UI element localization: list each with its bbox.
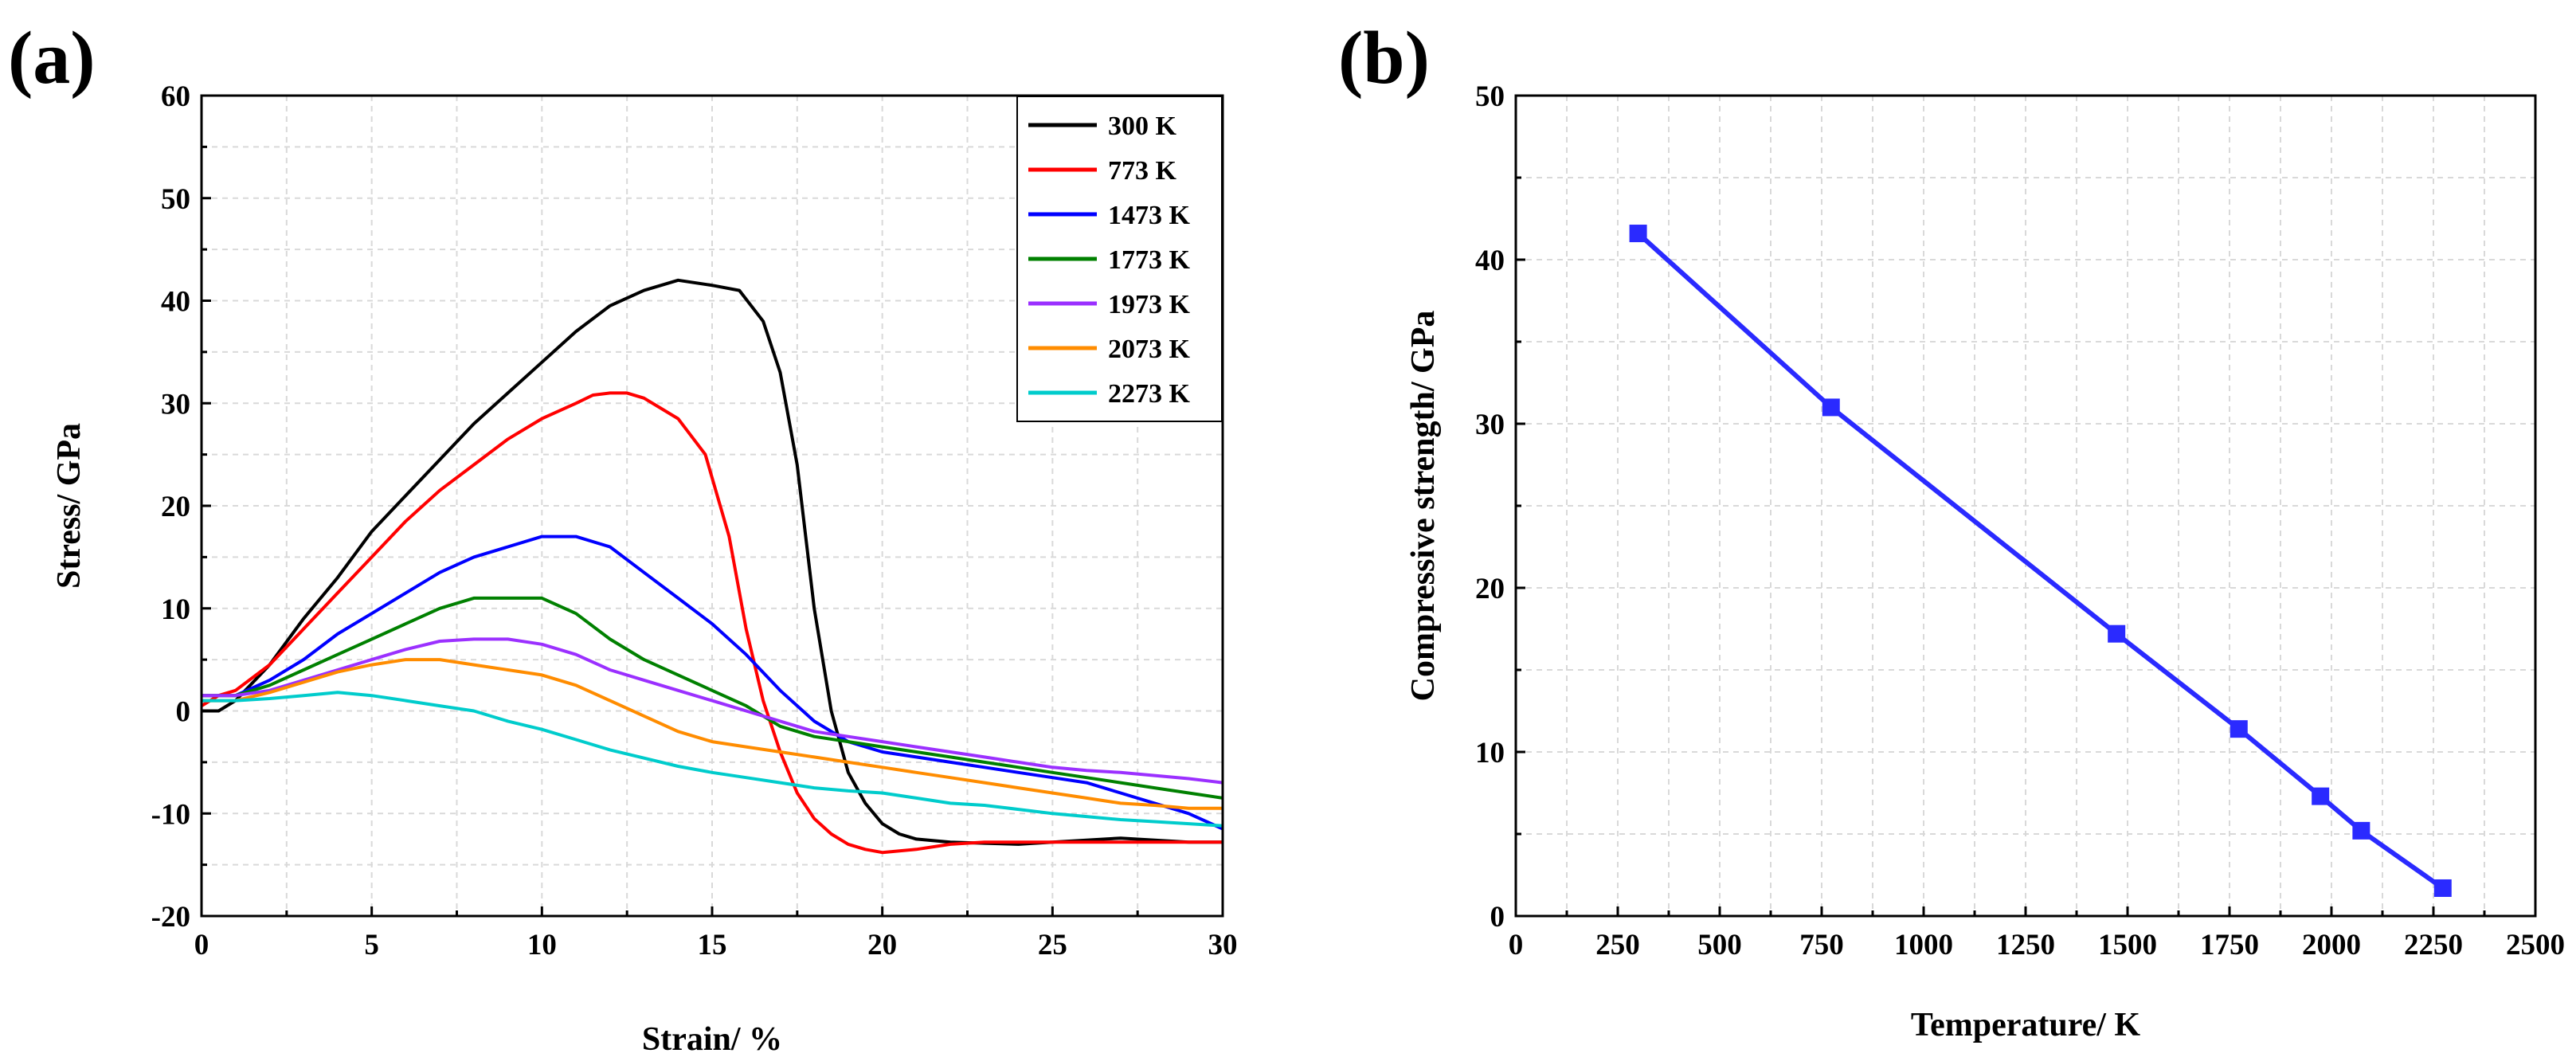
y-tick-label: 60: [161, 80, 190, 113]
x-tick-label: 10: [527, 929, 557, 961]
data-point: [2312, 787, 2330, 805]
y-tick-label: 40: [1475, 245, 1505, 277]
x-tick-label: 750: [1799, 929, 1844, 961]
series-line-773-k: [200, 391, 1223, 855]
y-tick-label: 30: [1475, 409, 1505, 441]
legend-label: 2073 K: [1108, 335, 1191, 364]
tick-labels-b: 0 250 500 750 1000 1250 1500 1750 2000 2250 2500 0 1…: [1475, 80, 2565, 961]
data-point: [1629, 225, 1647, 243]
x-tick-label: 250: [1595, 929, 1640, 961]
x-tick-label: 15: [698, 929, 727, 961]
data-point: [2352, 821, 2370, 840]
x-tick-label: 500: [1697, 929, 1742, 961]
x-tick-label: 20: [867, 929, 897, 961]
x-tick-label: 5: [364, 929, 379, 961]
y-tick-label: 40: [161, 286, 190, 319]
y-tick-label: 20: [1475, 573, 1505, 605]
x-tick-label: 25: [1038, 929, 1067, 961]
tick-labels-a: 0 5 10 15 20 25 30 -20 -10 0 10 20 30 40 50 60: [151, 80, 1238, 961]
x-tick-label: 30: [1208, 929, 1238, 961]
data-point: [2230, 720, 2248, 738]
legend-label: 1973 K: [1108, 290, 1191, 319]
y-tick-label: 30: [161, 388, 190, 421]
y-tick-label: 10: [1475, 737, 1505, 769]
y-tick-label: 50: [1475, 80, 1505, 113]
series-lines-b: [1629, 225, 2452, 897]
data-point: [2433, 879, 2452, 897]
legend-label: 300 K: [1108, 112, 1177, 141]
data-point: [1822, 398, 1840, 417]
x-tick-label: 1500: [2098, 929, 2157, 961]
x-tick-label: 2250: [2404, 929, 2463, 961]
series-line-300-k: [202, 278, 1223, 846]
y-axis-title-b: Compressive strength/ GPa: [1405, 311, 1442, 702]
panel-label-a: (a): [8, 17, 96, 100]
legend-label: 1773 K: [1108, 245, 1191, 275]
legend-label: 1473 K: [1108, 201, 1191, 230]
x-axis-title-a: Strain/ %: [642, 1021, 782, 1058]
data-point: [2108, 624, 2126, 643]
series-line-1773-k: [202, 596, 1223, 800]
x-tick-label: 2000: [2302, 929, 2361, 961]
series-line-2073-k: [202, 658, 1223, 810]
x-axis-title-b: Temperature/ K: [1911, 1007, 2140, 1043]
x-tick-label: 1750: [2200, 929, 2259, 961]
x-tick-label: 2500: [2506, 929, 2565, 961]
y-axis-title-a: Stress/ GPa: [51, 423, 88, 589]
y-tick-label: 10: [161, 593, 190, 626]
x-tick-label: 0: [194, 929, 209, 961]
legend-label: 773 K: [1108, 156, 1177, 186]
legend-a: 300 K 773 K 1473 K 1773 K 1973 K 2073 K 2273 K: [1016, 96, 1223, 422]
y-tick-label: 50: [161, 183, 190, 216]
y-tick-label: -10: [151, 798, 190, 831]
x-tick-label: 1250: [1996, 929, 2055, 961]
series-lines-a: [200, 278, 1223, 855]
x-tick-label: 1000: [1894, 929, 1953, 961]
y-tick-label: 0: [1490, 901, 1505, 934]
compressive-strength-chart: 0 250 500 750 1000 1250 1500 1750 2000 2250 2500 0 1…: [1405, 80, 2565, 1043]
series-line-2273-k: [202, 691, 1223, 828]
y-tick-label: -20: [151, 901, 190, 934]
axis-ticks-a: [200, 94, 1224, 918]
stress-strain-chart: 0 5 10 15 20 25 30 -20 -10 0 10 20 30 40 50 60 Strain/ …: [51, 80, 1238, 1058]
x-tick-label: 0: [1509, 929, 1524, 961]
panel-label-b: (b): [1338, 17, 1430, 100]
series-line-1973-k: [202, 637, 1223, 785]
series-line-1473-k: [202, 534, 1223, 831]
grid-b: [1516, 96, 2535, 916]
legend-label: 2273 K: [1108, 379, 1191, 409]
axis-ticks-b: [1514, 94, 2537, 918]
y-tick-label: 0: [176, 696, 191, 729]
y-tick-label: 20: [161, 491, 190, 523]
